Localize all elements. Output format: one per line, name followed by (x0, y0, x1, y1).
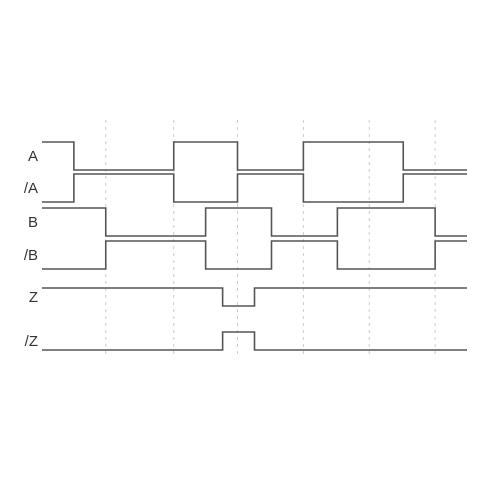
signal-label-nZ: /Z (12, 333, 38, 350)
timing-svg (0, 0, 500, 500)
signal-label-B: B (12, 214, 38, 231)
timing-diagram: A/A B/B Z/Z (0, 0, 500, 500)
signal-nZ (42, 332, 467, 350)
signal-label-Z: Z (12, 289, 38, 306)
signal-label-nA: /A (12, 180, 38, 197)
signal-label-nB: /B (12, 247, 38, 264)
signal-B (42, 208, 467, 236)
signal-nB (42, 241, 467, 269)
signal-label-A: A (12, 148, 38, 165)
